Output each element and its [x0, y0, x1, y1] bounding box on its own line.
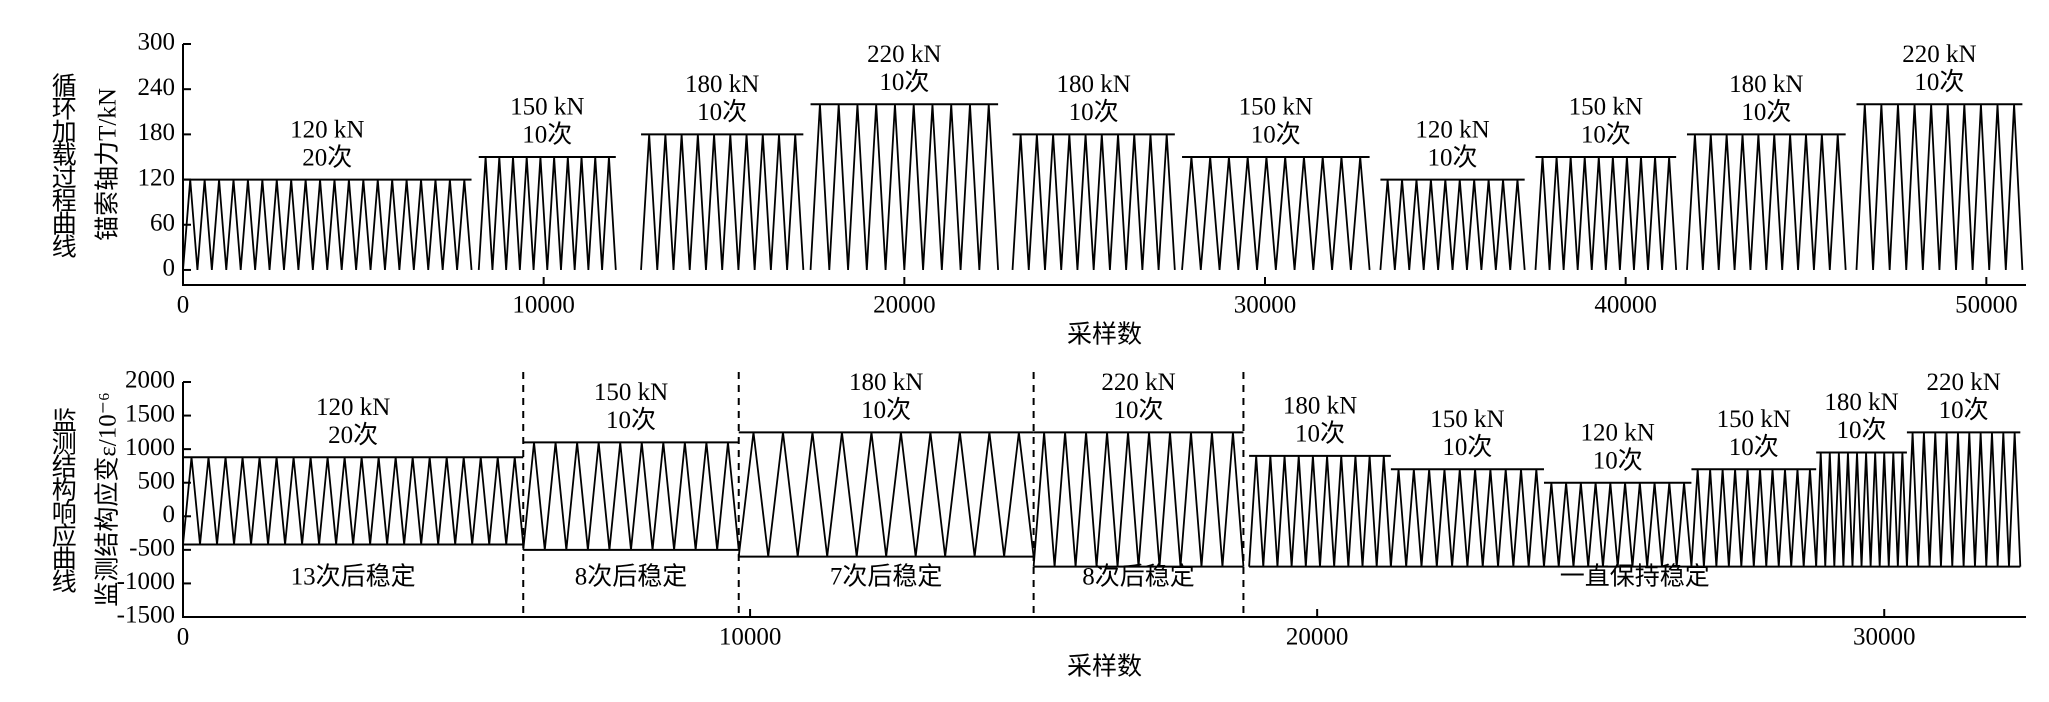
load-label: 150 kN	[1717, 406, 1791, 433]
count-label: 10次	[697, 98, 747, 126]
waveform	[1855, 104, 2024, 270]
count-label: 10次	[1914, 68, 1964, 96]
waveform	[1011, 134, 1176, 270]
y-tick-label: -500	[129, 535, 175, 562]
load-label: 180 kN	[1057, 71, 1131, 98]
load-label: 180 kN	[685, 71, 759, 98]
waveform	[522, 442, 740, 550]
waveform	[737, 432, 1035, 557]
count-label: 20次	[302, 143, 352, 171]
count-label: 10次	[879, 68, 929, 96]
count-label: 10次	[1837, 416, 1887, 444]
y-tick-label: 500	[138, 467, 176, 494]
load-label: 220 kN	[1926, 369, 2000, 396]
x-axis-label: 采样数	[1067, 321, 1142, 349]
count-label: 10次	[1442, 433, 1492, 461]
count-label: 10次	[1741, 98, 1791, 126]
y-tick-label: 180	[138, 119, 176, 146]
y-tick-label: -1500	[117, 602, 175, 629]
waveform	[809, 104, 1000, 270]
x-tick-label: 10000	[512, 292, 575, 319]
load-label: 150 kN	[594, 379, 668, 406]
count-label: 10次	[1428, 143, 1478, 171]
y-tick-label: -1000	[117, 568, 175, 595]
load-label: 180 kN	[1283, 393, 1357, 420]
count-label: 10次	[606, 406, 656, 434]
side-title: 监测结构响应曲线	[48, 408, 77, 593]
waveform	[1248, 455, 1392, 567]
side-title: 循环加载过程曲线	[48, 73, 77, 258]
x-tick-label: 20000	[873, 292, 936, 319]
y-tick-label: 240	[138, 74, 176, 101]
waveform	[1690, 469, 1818, 567]
x-tick-label: 10000	[719, 624, 782, 651]
waveform	[1686, 134, 1847, 270]
y-tick-label: 300	[138, 29, 176, 56]
stability-note: 13次后稳定	[291, 563, 416, 591]
load-label: 120 kN	[1581, 419, 1655, 446]
waveform	[182, 179, 473, 271]
x-tick-label: 50000	[1955, 292, 2018, 319]
y-tick-label: 1500	[125, 400, 175, 427]
count-label: 10次	[1251, 121, 1301, 149]
x-tick-label: 0	[177, 624, 190, 651]
waveform	[1389, 469, 1545, 567]
x-tick-label: 20000	[1286, 624, 1349, 651]
y-tick-label: 120	[138, 164, 176, 191]
load-label: 150 kN	[1239, 94, 1313, 121]
count-label: 10次	[1593, 446, 1643, 474]
y-tick-label: 1000	[125, 434, 175, 461]
x-tick-label: 40000	[1594, 292, 1657, 319]
load-label: 180 kN	[849, 369, 923, 396]
load-label: 150 kN	[1569, 94, 1643, 121]
waveform	[1906, 432, 2022, 567]
y-tick-label: 2000	[125, 367, 175, 394]
count-label: 10次	[1069, 98, 1119, 126]
y-tick-label: 0	[163, 255, 176, 282]
y-tick-label: 0	[163, 501, 176, 528]
count-label: 20次	[328, 421, 378, 449]
count-label: 10次	[1581, 121, 1631, 149]
load-label: 150 kN	[1430, 406, 1504, 433]
x-axis-label: 采样数	[1067, 653, 1142, 681]
count-label: 10次	[1295, 420, 1345, 448]
stability-note: 7次后稳定	[830, 563, 943, 591]
waveform	[182, 457, 525, 545]
waveform	[1379, 179, 1526, 271]
load-label: 120 kN	[290, 116, 364, 143]
y-axis-label: 锚索轴力T/kN	[94, 88, 122, 241]
x-tick-label: 0	[177, 292, 190, 319]
waveform	[1181, 156, 1371, 271]
y-tick-label: 60	[150, 209, 175, 236]
load-label: 220 kN	[1101, 369, 1175, 396]
stability-note: 8次后稳定	[575, 563, 688, 591]
waveform	[1543, 482, 1693, 567]
waveform	[640, 134, 805, 270]
count-label: 10次	[522, 121, 572, 149]
x-tick-label: 30000	[1234, 292, 1297, 319]
waveform	[1032, 432, 1245, 567]
count-label: 10次	[1939, 396, 1989, 424]
load-label: 180 kN	[1729, 71, 1803, 98]
waveform	[477, 156, 617, 270]
waveform	[1815, 452, 1908, 567]
waveform	[1534, 156, 1678, 270]
x-tick-label: 30000	[1853, 624, 1916, 651]
load-label: 220 kN	[1902, 41, 1976, 68]
load-label: 220 kN	[867, 41, 941, 68]
load-label: 150 kN	[510, 94, 584, 121]
load-label: 180 kN	[1824, 389, 1898, 416]
count-label: 10次	[1114, 396, 1164, 424]
load-label: 120 kN	[316, 394, 390, 421]
load-label: 120 kN	[1415, 116, 1489, 143]
count-label: 10次	[1729, 433, 1779, 461]
count-label: 10次	[861, 396, 911, 424]
y-axis-label: 监测结构应变ε/10⁻⁶	[94, 392, 122, 606]
